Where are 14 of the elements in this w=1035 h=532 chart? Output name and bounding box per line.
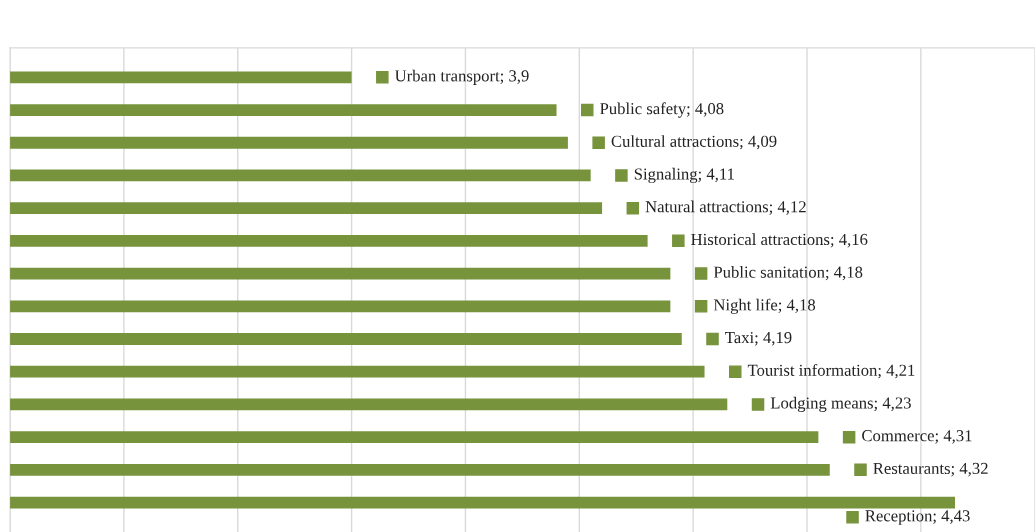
data-label: Reception; 4,43 [865,510,970,525]
data-label: Night life; 4,18 [713,298,816,314]
data-label: Urban transport; 3,9 [394,69,529,85]
data-label: Lodging means; 4,23 [770,396,911,413]
data-label: Historical attractions; 4,16 [691,233,868,248]
data-label: Taxi; 4,19 [725,331,792,346]
data-label: Natural attractions; 4,12 [645,200,806,215]
data-label: Restaurants; 4,32 [873,462,988,477]
data-label: Tourist information; 4,21 [747,363,915,379]
data-label: Public sanitation; 4,18 [713,266,863,281]
data-label: Commerce; 4,31 [862,430,972,444]
data-label: Signaling; 4,11 [634,167,734,184]
data-label: Cultural attractions; 4,09 [611,135,777,150]
data-label: Public safety; 4,08 [600,102,724,118]
